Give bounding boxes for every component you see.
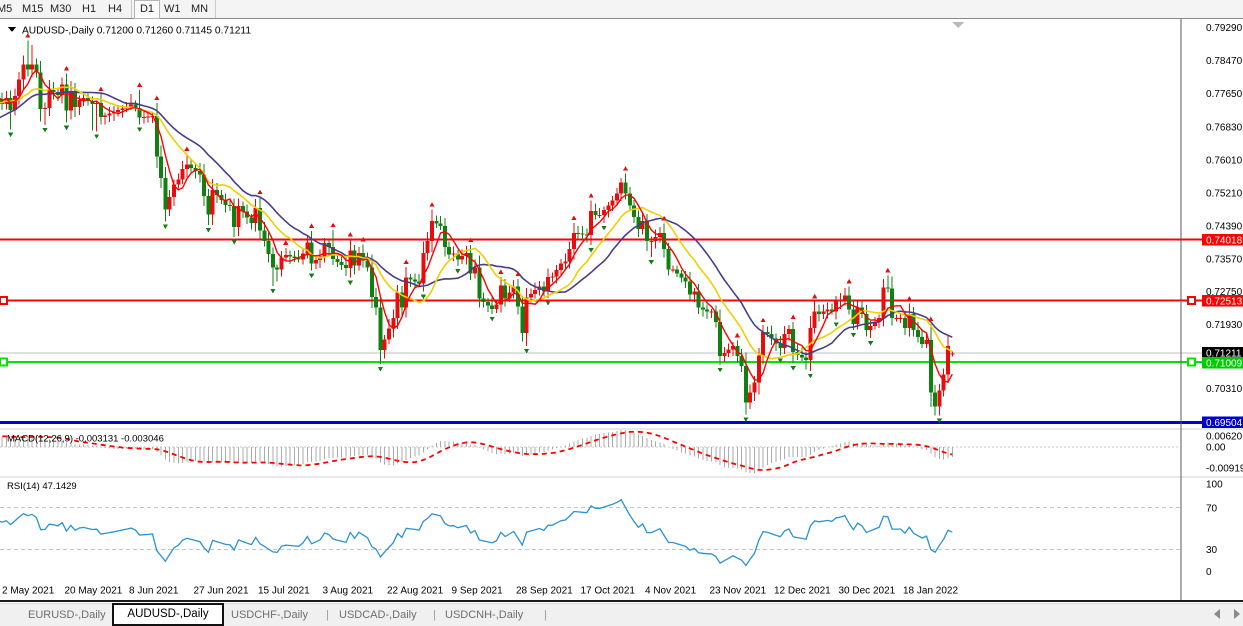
svg-text:17 Oct 2021: 17 Oct 2021 (581, 586, 636, 597)
svg-text:18 Jan 2022: 18 Jan 2022 (903, 586, 958, 597)
svg-text:0.71930: 0.71930 (1206, 320, 1243, 331)
svg-text:28 Sep 2021: 28 Sep 2021 (516, 586, 573, 597)
svg-text:0.71009: 0.71009 (1206, 358, 1243, 369)
svg-text:0.72513: 0.72513 (1206, 296, 1243, 307)
svg-text:27 Jun 2021: 27 Jun 2021 (194, 586, 249, 597)
svg-text:0.72750: 0.72750 (1206, 287, 1243, 298)
svg-text:0.73570: 0.73570 (1206, 255, 1243, 266)
svg-text:2 May 2021: 2 May 2021 (2, 586, 55, 597)
svg-text:0.70310: 0.70310 (1206, 384, 1243, 395)
svg-text:-0.009197: -0.009197 (1206, 464, 1243, 475)
svg-text:4 Nov 2021: 4 Nov 2021 (645, 586, 697, 597)
svg-text:RSI(14) 47.1429: RSI(14) 47.1429 (7, 481, 77, 492)
svg-text:MACD(12,26,9) -0.003131 -0.003: MACD(12,26,9) -0.003131 -0.003046 (7, 434, 164, 445)
svg-text:0: 0 (1206, 567, 1212, 578)
svg-text:30: 30 (1206, 545, 1218, 556)
svg-text:0.75210: 0.75210 (1206, 189, 1243, 200)
svg-text:0.77650: 0.77650 (1206, 89, 1243, 100)
svg-text:0.74018: 0.74018 (1206, 235, 1243, 246)
svg-text:9 Sep 2021: 9 Sep 2021 (452, 586, 504, 597)
svg-text:0.00: 0.00 (1206, 443, 1226, 454)
svg-text:0.71211: 0.71211 (1206, 349, 1242, 360)
svg-text:3 Aug 2021: 3 Aug 2021 (323, 586, 374, 597)
svg-text:0.76830: 0.76830 (1206, 122, 1243, 133)
svg-text:12 Dec 2021: 12 Dec 2021 (774, 586, 831, 597)
svg-text:0.74390: 0.74390 (1206, 222, 1243, 233)
svg-text:100: 100 (1206, 480, 1223, 491)
svg-text:70: 70 (1206, 504, 1218, 515)
svg-text:0.78470: 0.78470 (1206, 56, 1243, 67)
svg-text:15 Jul 2021: 15 Jul 2021 (258, 586, 310, 597)
svg-text:0.79290: 0.79290 (1206, 23, 1243, 34)
svg-text:0.006201: 0.006201 (1206, 432, 1243, 443)
svg-text:0.69504: 0.69504 (1206, 418, 1243, 429)
svg-text:8 Jun 2021: 8 Jun 2021 (129, 586, 179, 597)
svg-text:23 Nov 2021: 23 Nov 2021 (710, 586, 767, 597)
svg-text:22 Aug 2021: 22 Aug 2021 (387, 586, 444, 597)
svg-text:30 Dec 2021: 30 Dec 2021 (839, 586, 896, 597)
svg-text:20 May 2021: 20 May 2021 (65, 586, 123, 597)
svg-text:0.76010: 0.76010 (1206, 155, 1243, 166)
svg-text:AUDUSD-,Daily 0.71200 0.71260: AUDUSD-,Daily 0.71200 0.71260 0.71145 0.… (22, 26, 251, 37)
